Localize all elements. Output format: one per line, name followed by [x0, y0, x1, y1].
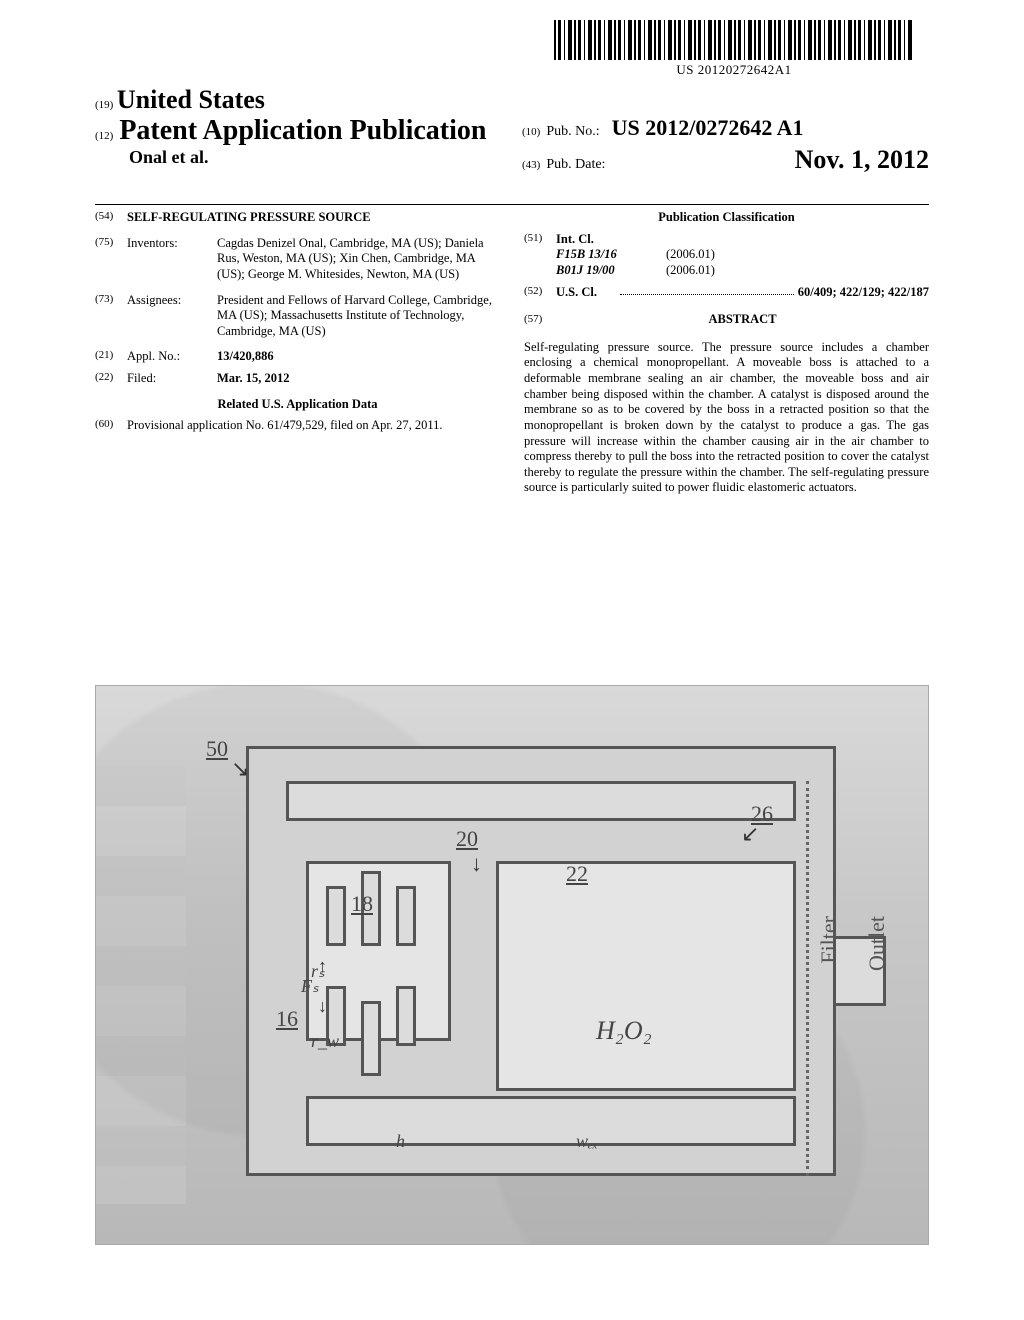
- uscl-value: 60/409; 422/129; 422/187: [798, 285, 929, 301]
- filed-value: Mar. 15, 2012: [217, 371, 500, 387]
- label-h2o2: H₂O₂: [596, 1016, 652, 1046]
- sch-right-chamber: [496, 861, 796, 1091]
- abstract-text: Self-regulating pressure source. The pre…: [524, 340, 929, 496]
- arrow-fs-down: ↓: [318, 996, 327, 1017]
- uscl-code: (52): [524, 285, 556, 301]
- arrow-26: ↙: [741, 821, 759, 847]
- title-code: (54): [95, 210, 127, 226]
- intcl-row-0-code: F15B 13/16: [556, 247, 666, 263]
- inventors-label: Inventors:: [127, 236, 217, 283]
- pub-no-code: (10): [522, 126, 540, 138]
- label-20: 20: [456, 826, 478, 852]
- label-fs: Fₛ: [301, 976, 319, 997]
- arrow-50: ↘: [231, 756, 249, 782]
- header: (19) United States (12) Patent Applicati…: [95, 85, 929, 175]
- applno-label: Appl. No.:: [127, 349, 217, 365]
- pub-no-value: US 2012/0272642 A1: [612, 115, 804, 141]
- uscl-label: U.S. Cl.: [556, 285, 616, 301]
- intcl-code: (51): [524, 232, 556, 279]
- assignees-label: Assignees:: [127, 293, 217, 340]
- label-18: 18: [351, 891, 373, 917]
- arrow-fs-up: ↑: [318, 956, 327, 977]
- label-filter: Filter: [816, 916, 842, 964]
- sch-filter-line: [806, 781, 809, 1176]
- provisional-value: Provisional application No. 61/479,529, …: [127, 418, 500, 434]
- assignees-code: (73): [95, 293, 127, 340]
- label-16: 16: [276, 1006, 298, 1032]
- arrow-20: ↓: [471, 851, 482, 877]
- sch-tooth-3: [396, 886, 416, 946]
- inventors-value: Cagdas Denizel Onal, Cambridge, MA (US);…: [217, 236, 500, 283]
- label-rw: r_w: [311, 1031, 339, 1052]
- country-code: (19): [95, 99, 113, 111]
- left-column: (54) SELF-REGULATING PRESSURE SOURCE (75…: [95, 210, 500, 496]
- intcl-row-0-year: (2006.01): [666, 247, 715, 263]
- inventors-code: (75): [95, 236, 127, 283]
- abstract-code: (57): [524, 313, 556, 327]
- intcl-label: Int. Cl.: [556, 232, 929, 248]
- dotted-leader: [620, 285, 794, 295]
- assignees-value: President and Fellows of Harvard College…: [217, 293, 500, 340]
- authors-line: Onal et al.: [95, 147, 502, 168]
- barcode-graphic: [554, 20, 914, 60]
- applno-code: (21): [95, 349, 127, 365]
- patent-figure: 50 ↘ 18 20 ↓ 22 26 ↙ 16 H₂O₂ rₛ r_w h wₑ…: [95, 685, 929, 1245]
- applno-value: 13/420,886: [217, 349, 500, 365]
- label-22: 22: [566, 861, 588, 887]
- pub-date-value: Nov. 1, 2012: [795, 145, 929, 175]
- schematic: 50 ↘ 18 20 ↓ 22 26 ↙ 16 H₂O₂ rₛ r_w h wₑ…: [96, 686, 928, 1244]
- label-h: h: [396, 1131, 405, 1152]
- classification-title: Publication Classification: [524, 210, 929, 226]
- intcl-row-1-code: B01J 19/00: [556, 263, 666, 279]
- pub-no-label: Pub. No.:: [546, 124, 599, 140]
- pub-date-label: Pub. Date:: [546, 157, 605, 173]
- label-50: 50: [206, 736, 228, 762]
- invention-title: SELF-REGULATING PRESSURE SOURCE: [127, 210, 500, 226]
- barcode-number: US 20120272642A1: [544, 62, 924, 78]
- sch-top-plate: [286, 781, 796, 821]
- rule-top: [95, 204, 929, 205]
- right-column: Publication Classification (51) Int. Cl.…: [524, 210, 929, 496]
- filed-label: Filed:: [127, 371, 217, 387]
- abstract-title: ABSTRACT: [556, 312, 929, 328]
- pub-type: Patent Application Publication: [119, 115, 486, 147]
- related-title: Related U.S. Application Data: [95, 397, 500, 413]
- provisional-code: (60): [95, 418, 127, 434]
- pub-date-code: (43): [522, 159, 540, 171]
- label-wex: wₑₓ: [576, 1131, 598, 1152]
- barcode-block: US 20120272642A1: [544, 20, 924, 80]
- label-outlet: Outlet: [864, 916, 890, 971]
- country-name: United States: [117, 85, 265, 114]
- sch-bottom: [306, 1096, 796, 1146]
- sch-tooth-5: [361, 1001, 381, 1076]
- body-columns: (54) SELF-REGULATING PRESSURE SOURCE (75…: [95, 210, 929, 496]
- pub-type-code: (12): [95, 130, 113, 142]
- intcl-row-1-year: (2006.01): [666, 263, 715, 279]
- sch-tooth-1: [326, 886, 346, 946]
- filed-code: (22): [95, 371, 127, 387]
- sch-tooth-6: [396, 986, 416, 1046]
